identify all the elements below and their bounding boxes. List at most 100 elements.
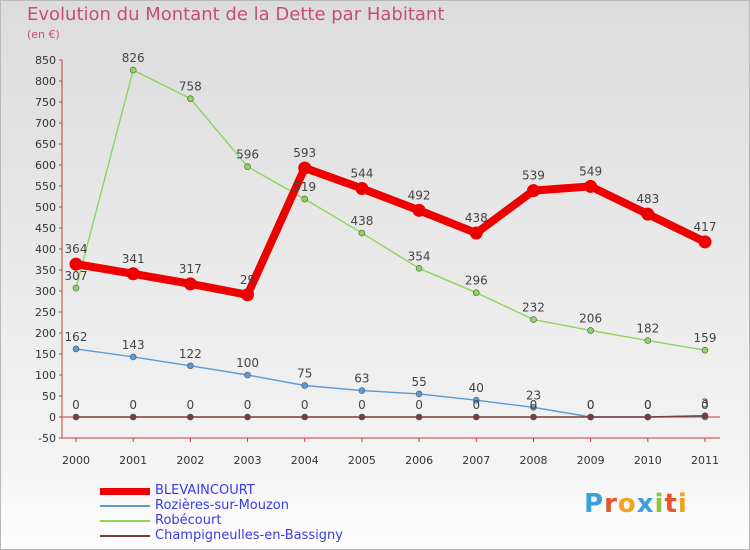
data-point [244,163,251,170]
y-tick-label: 100 [35,369,56,382]
data-label: 0 [358,398,366,412]
data-point [355,182,369,196]
data-point [358,229,366,237]
x-tick-label: 2000 [62,454,90,467]
logo-letter: o [617,489,637,519]
data-label: 159 [694,331,717,345]
chart-unit: (en €) [27,28,60,41]
data-label: 0 [587,398,595,412]
series-line [75,348,705,418]
data-point [469,226,483,240]
data-point [644,337,652,344]
legend-label: Rozières-sur-Mouzon [155,498,289,513]
data-label: 0 [644,398,652,412]
data-point [72,345,80,353]
legend-swatch [100,488,150,495]
data-point [701,412,709,420]
x-tick-label: 2011 [691,454,719,467]
logo-letter: i [677,489,688,519]
logo-letter: r [604,489,618,519]
x-tick-label: 2003 [234,454,262,467]
y-tick-label: 650 [35,138,56,151]
data-label: 0 [587,398,595,412]
y-tick-label: 600 [35,159,56,172]
legend-label: Robécourt [155,513,222,528]
data-point [415,413,423,421]
series-line [76,414,706,418]
data-label: 417 [694,220,717,234]
data-point [472,413,480,421]
data-label: 0 [129,398,137,412]
y-tick-label: 200 [35,327,56,340]
series-line [75,163,707,299]
data-label: 519 [293,180,316,194]
series-line [75,69,706,351]
x-tick-label: 2004 [291,454,319,467]
legend-label: Champigneulles-en-Bassigny [155,528,343,543]
data-label: 206 [579,311,602,325]
y-tick-label: 400 [35,243,56,256]
data-point [129,353,137,361]
legend-label: BLEVAINCOURT [155,483,255,498]
data-label: 826 [122,51,145,65]
data-label: 0 [472,398,480,412]
data-point [530,404,537,411]
data-point [301,413,309,421]
y-tick-label: 550 [35,180,56,193]
x-tick-label: 2010 [634,454,662,467]
data-label: 40 [469,381,484,395]
logo-letter: P [584,489,605,519]
data-point [530,413,537,421]
data-point [587,327,594,334]
y-tick-label: 50 [42,390,56,403]
data-point [126,267,140,281]
data-label: 0 [701,398,709,412]
data-label: 0 [530,398,538,412]
data-point [641,207,655,221]
data-label: 0 [72,398,80,412]
data-label: 593 [293,146,316,160]
proxiti-logo: Proxiti [584,489,688,519]
data-point [530,316,537,323]
data-point [415,390,423,398]
data-label: 143 [122,338,145,352]
data-point [241,288,255,302]
data-label: 341 [122,252,145,266]
y-tick-label: 300 [35,285,56,298]
value-labels: 364 341 317 29 593 544 492 438 539 549 483 417 162 14… [65,51,717,412]
data-label: 232 [522,301,545,315]
data-point [301,382,309,389]
data-label: 483 [636,192,659,206]
data-point [129,66,137,74]
x-tick-label: 2005 [348,454,376,467]
y-tick-label: 500 [35,201,56,214]
data-label: 549 [579,164,602,178]
data-label: 438 [465,211,488,225]
data-point [183,277,197,291]
data-label: 182 [636,322,659,336]
data-label: 539 [522,169,545,183]
data-point [701,346,709,354]
data-label: 122 [179,347,202,361]
y-tick-label: 700 [35,117,56,130]
data-label: 307 [65,269,88,283]
chart-title: Evolution du Montant de la Dette par Hab… [27,4,445,25]
data-point [412,203,426,217]
data-label: 0 [415,398,423,412]
data-point [187,413,194,421]
x-tick-label: 2001 [119,454,147,467]
data-label: 3 [701,397,709,411]
x-tick-label: 2007 [462,454,490,467]
x-tick-label: 2009 [577,454,605,467]
data-point [472,289,480,296]
data-point [129,413,137,421]
data-label: 354 [408,249,431,263]
legend-swatch [100,535,150,537]
data-label: 317 [179,262,202,276]
data-label: 100 [236,356,259,370]
y-tick-label: 150 [35,348,56,361]
data-label: 296 [465,274,488,288]
data-label: 438 [350,214,373,228]
data-label: 29 [240,273,255,287]
